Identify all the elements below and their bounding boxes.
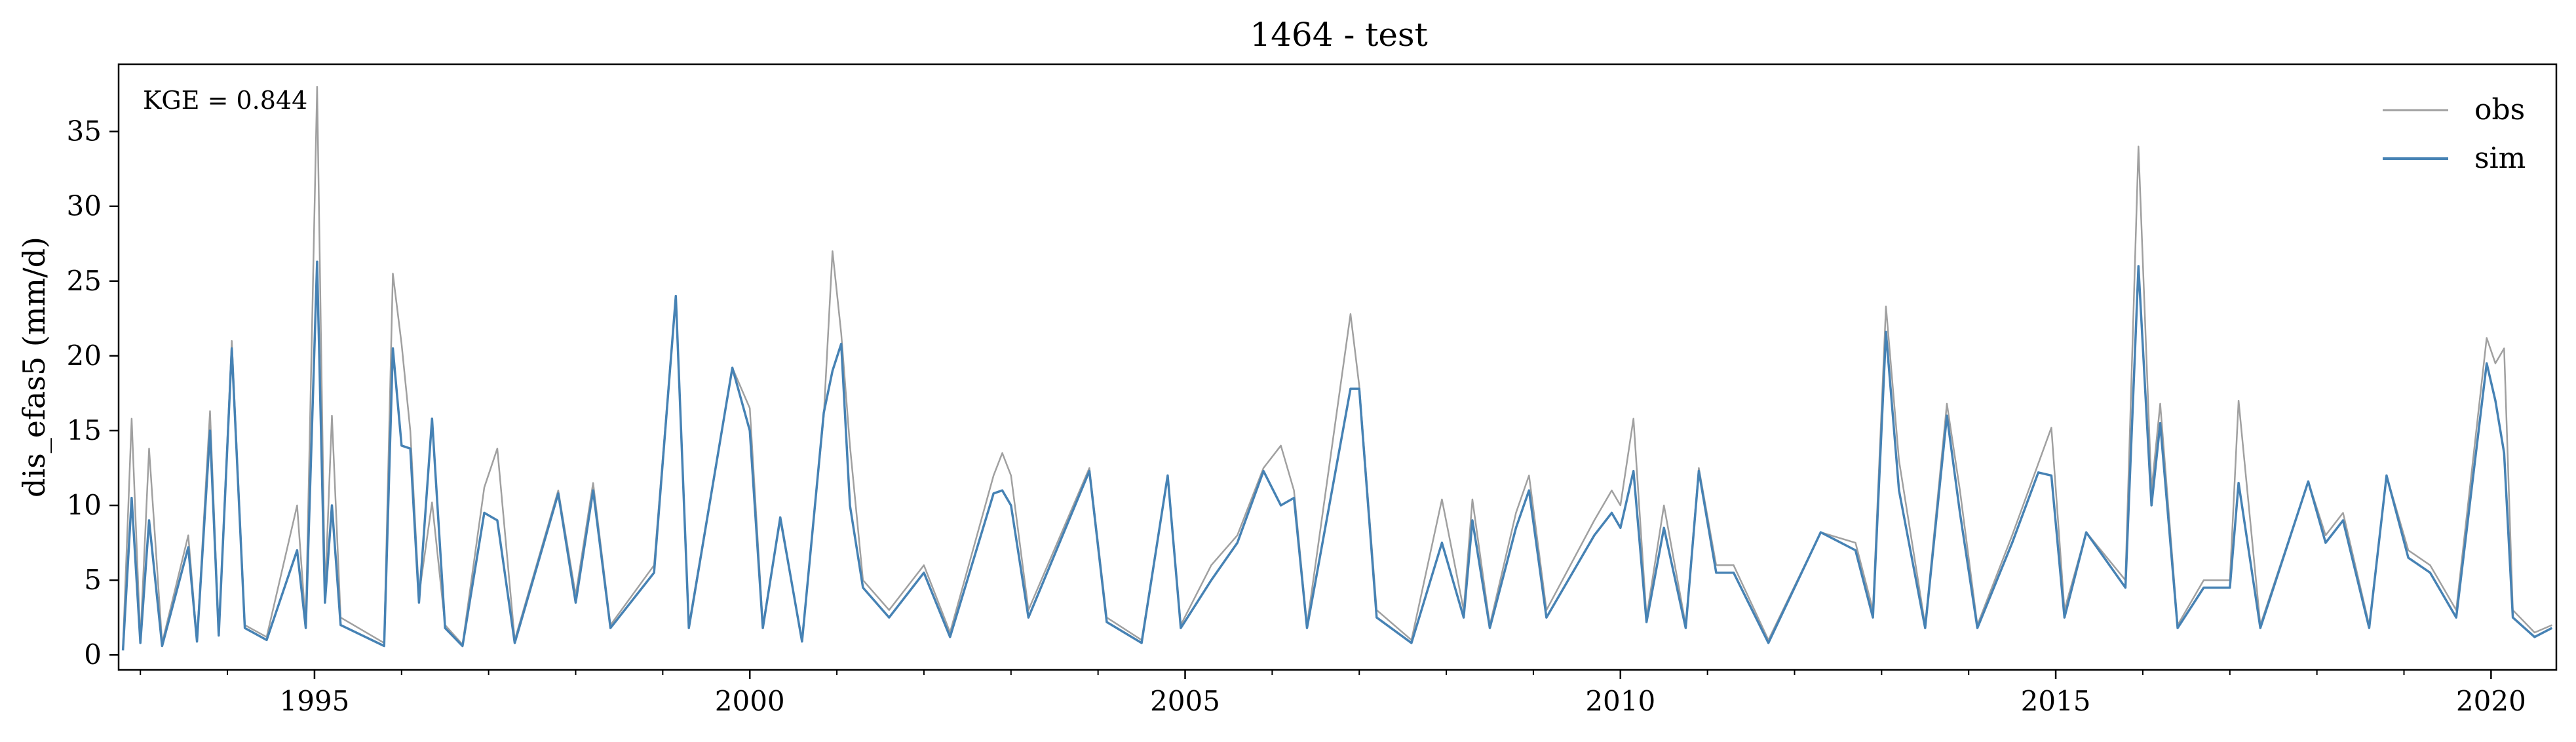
x-tick-label-2020: 2020	[2456, 685, 2526, 717]
y-tick-label-10: 10	[67, 489, 102, 521]
x-axis: 1995 2000 2005 2010 2015 2020	[140, 670, 2526, 717]
x-tick-label-2000: 2000	[715, 685, 785, 717]
y-axis-label: dis_efas5 (mm/d)	[16, 237, 52, 498]
y-tick-label-5: 5	[84, 564, 102, 596]
chart-title: 1464 - test	[1250, 16, 1427, 54]
x-tick-label-2005: 2005	[1150, 685, 1220, 717]
series-line-obs	[122, 85, 2552, 648]
x-tick-label-2015: 2015	[2021, 685, 2091, 717]
kge-annotation: KGE = 0.844	[143, 86, 307, 115]
y-tick-label-35: 35	[67, 115, 102, 147]
series-line-sim	[121, 260, 2553, 651]
legend: obs sim	[2383, 93, 2526, 175]
y-tick-label-30: 30	[67, 190, 102, 222]
y-tick-label-25: 25	[67, 265, 102, 297]
y-tick-label-15: 15	[67, 414, 102, 446]
y-tick-label-20: 20	[67, 340, 102, 372]
legend-label-sim: sim	[2474, 142, 2526, 175]
plot-frame	[117, 63, 2558, 671]
series-layer	[121, 85, 2553, 651]
legend-label-obs: obs	[2474, 93, 2525, 127]
x-tick-label-2010: 2010	[1585, 685, 1655, 717]
x-tick-label-1995: 1995	[279, 685, 349, 717]
y-axis: 0 5 10 15 20 25 30 35	[67, 115, 119, 671]
y-tick-label-0: 0	[84, 638, 102, 671]
